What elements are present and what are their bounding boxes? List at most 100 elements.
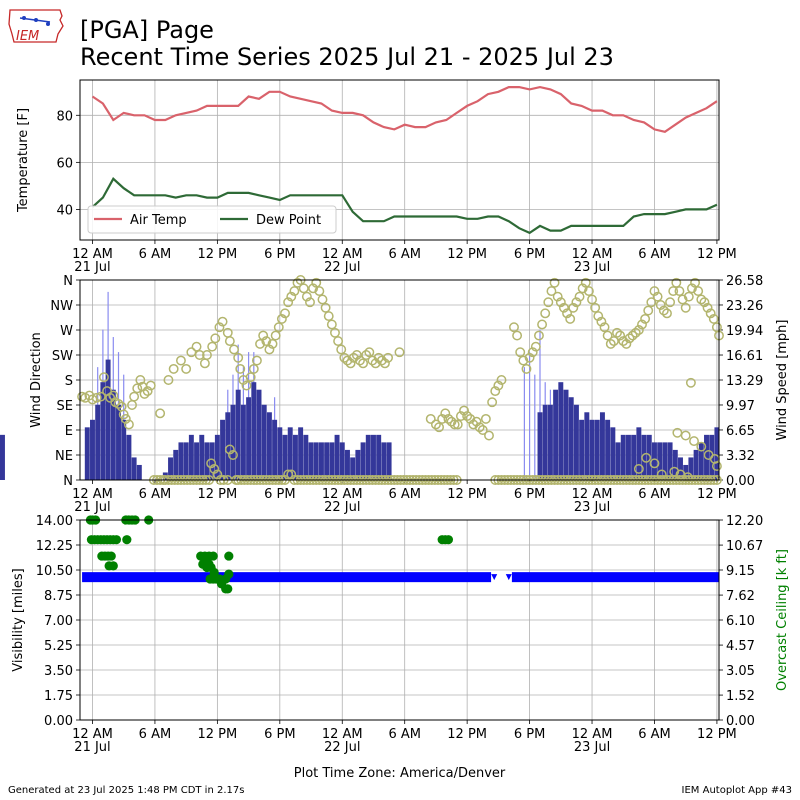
wind-direction-marker — [135, 375, 146, 385]
y-tick-label: NW — [50, 299, 73, 314]
wind-speed-bar — [693, 449, 699, 480]
y2-tick-label: 13.29 — [726, 374, 763, 389]
wind-direction-marker — [145, 380, 156, 391]
wind-speed-bar — [573, 404, 579, 480]
visibility-markers — [82, 572, 492, 583]
wind-speed-bar — [615, 442, 621, 480]
wind-direction-marker — [361, 350, 372, 360]
wind-direction-marker — [708, 313, 719, 324]
x-tick-label: 6 AM — [139, 727, 172, 742]
y2-tick-label: 0.00 — [726, 474, 755, 489]
wind-direction-marker — [163, 375, 174, 385]
wind-speed-bar — [209, 442, 215, 480]
wind-direction-marker — [181, 363, 192, 374]
wind-direction-marker — [643, 305, 654, 316]
x-tick-label: 12 PM — [697, 247, 737, 262]
wind-speed-bar — [105, 359, 111, 480]
wind-speed-bar — [641, 434, 647, 480]
x-tick-label: 12 PM — [198, 247, 238, 262]
wind-speed-bar — [298, 427, 304, 480]
wind-direction-marker — [587, 294, 597, 305]
y-tick-label: N — [63, 274, 73, 289]
wind-direction-marker — [680, 302, 691, 313]
wind-speed-bar — [183, 442, 189, 480]
wind-speed-bar — [589, 419, 595, 480]
wind-direction-marker — [449, 419, 460, 430]
y-tick-label: 14.00 — [36, 514, 73, 529]
logo-dot — [46, 22, 50, 26]
wind-direction-marker — [351, 350, 362, 360]
wind-direction-marker — [348, 352, 359, 363]
wind-direction-marker — [194, 350, 205, 360]
y2-tick-label: 16.61 — [726, 349, 763, 364]
wind-direction-marker — [680, 430, 691, 441]
wind-direction-marker — [235, 363, 246, 374]
wind-speed-bar — [110, 389, 116, 480]
wind-direction-marker — [493, 380, 504, 391]
ceiling-marker — [111, 535, 122, 545]
wind-speed-bar — [350, 457, 356, 480]
wind-speed-bar — [199, 434, 205, 480]
wind-direction-marker — [702, 302, 713, 313]
wind-direction-marker — [534, 330, 544, 341]
wind-direction-marker — [142, 386, 153, 397]
wind-speed-bar — [178, 442, 184, 480]
y2-tick-label: 19.94 — [726, 324, 763, 339]
wind-direction-marker — [705, 308, 716, 319]
y-tick-label: 40 — [56, 203, 73, 218]
wind-direction-marker — [612, 327, 622, 338]
legend-box — [87, 205, 337, 234]
legend: Air Temp Dew Point — [87, 205, 337, 234]
wind-speed-bar — [121, 419, 127, 480]
y-tick-label: 7.00 — [44, 614, 73, 629]
wind-direction-marker — [336, 344, 347, 355]
wind-direction-marker — [565, 313, 576, 324]
x-tick-label: 6 AM — [388, 727, 421, 742]
wind-direction-marker — [168, 363, 179, 374]
wind-direction-marker — [696, 441, 707, 452]
y-tick-label: 80 — [56, 109, 73, 124]
wind-speed-bar — [542, 404, 548, 480]
wind-speed-bar — [344, 449, 350, 480]
wind-direction-marker — [264, 344, 275, 355]
x-tick-label: 12 AM — [572, 247, 613, 262]
ceiling-marker — [224, 569, 234, 579]
wind-speed-bar — [381, 442, 387, 480]
x-tick-label: 6 AM — [139, 247, 172, 262]
wind-direction-marker — [477, 425, 488, 435]
wind-direction-marker — [317, 294, 328, 305]
wind-speed-bar — [235, 389, 241, 480]
wind-speed-bar — [277, 427, 283, 480]
x-tick-label: 12 AM — [72, 247, 113, 262]
wind-direction-marker — [251, 355, 262, 366]
x-tick-label: 6 PM — [264, 487, 295, 502]
wind-direction-marker — [270, 330, 281, 341]
wind-speed-bar — [246, 397, 252, 480]
ceiling-marker — [208, 551, 218, 561]
wind-direction-marker — [462, 411, 473, 422]
x-tick-label: 12 AM — [322, 727, 363, 742]
wind-direction-marker — [674, 286, 685, 297]
wind-direction-marker — [364, 347, 375, 358]
wind-speed-bar — [672, 449, 678, 480]
x-tick-label: 6 PM — [264, 247, 295, 262]
wind-speed-bar — [240, 404, 246, 480]
wind-speed-bar — [537, 412, 543, 480]
x-tick-label: 12 AM — [322, 487, 363, 502]
wind-direction-marker — [202, 350, 212, 360]
wind-direction-marker — [209, 463, 220, 474]
wind-speed-bar — [272, 419, 278, 480]
x-tick-label: 6 AM — [638, 727, 671, 742]
wind-direction-marker — [599, 322, 610, 333]
wind-direction-marker — [355, 355, 365, 366]
y2-tick-label: 12.20 — [726, 514, 763, 529]
wind-speed-bar — [683, 464, 689, 480]
wind-direction-marker — [459, 405, 469, 416]
wind-direction-marker — [633, 463, 644, 474]
wind-direction-marker — [333, 336, 344, 347]
ceiling-marker — [108, 561, 118, 571]
y-tick-label: S — [65, 374, 73, 389]
wind-direction-marker — [540, 308, 551, 319]
wind-direction-marker — [210, 333, 221, 344]
page-title: [PGA] Page — [80, 16, 214, 44]
